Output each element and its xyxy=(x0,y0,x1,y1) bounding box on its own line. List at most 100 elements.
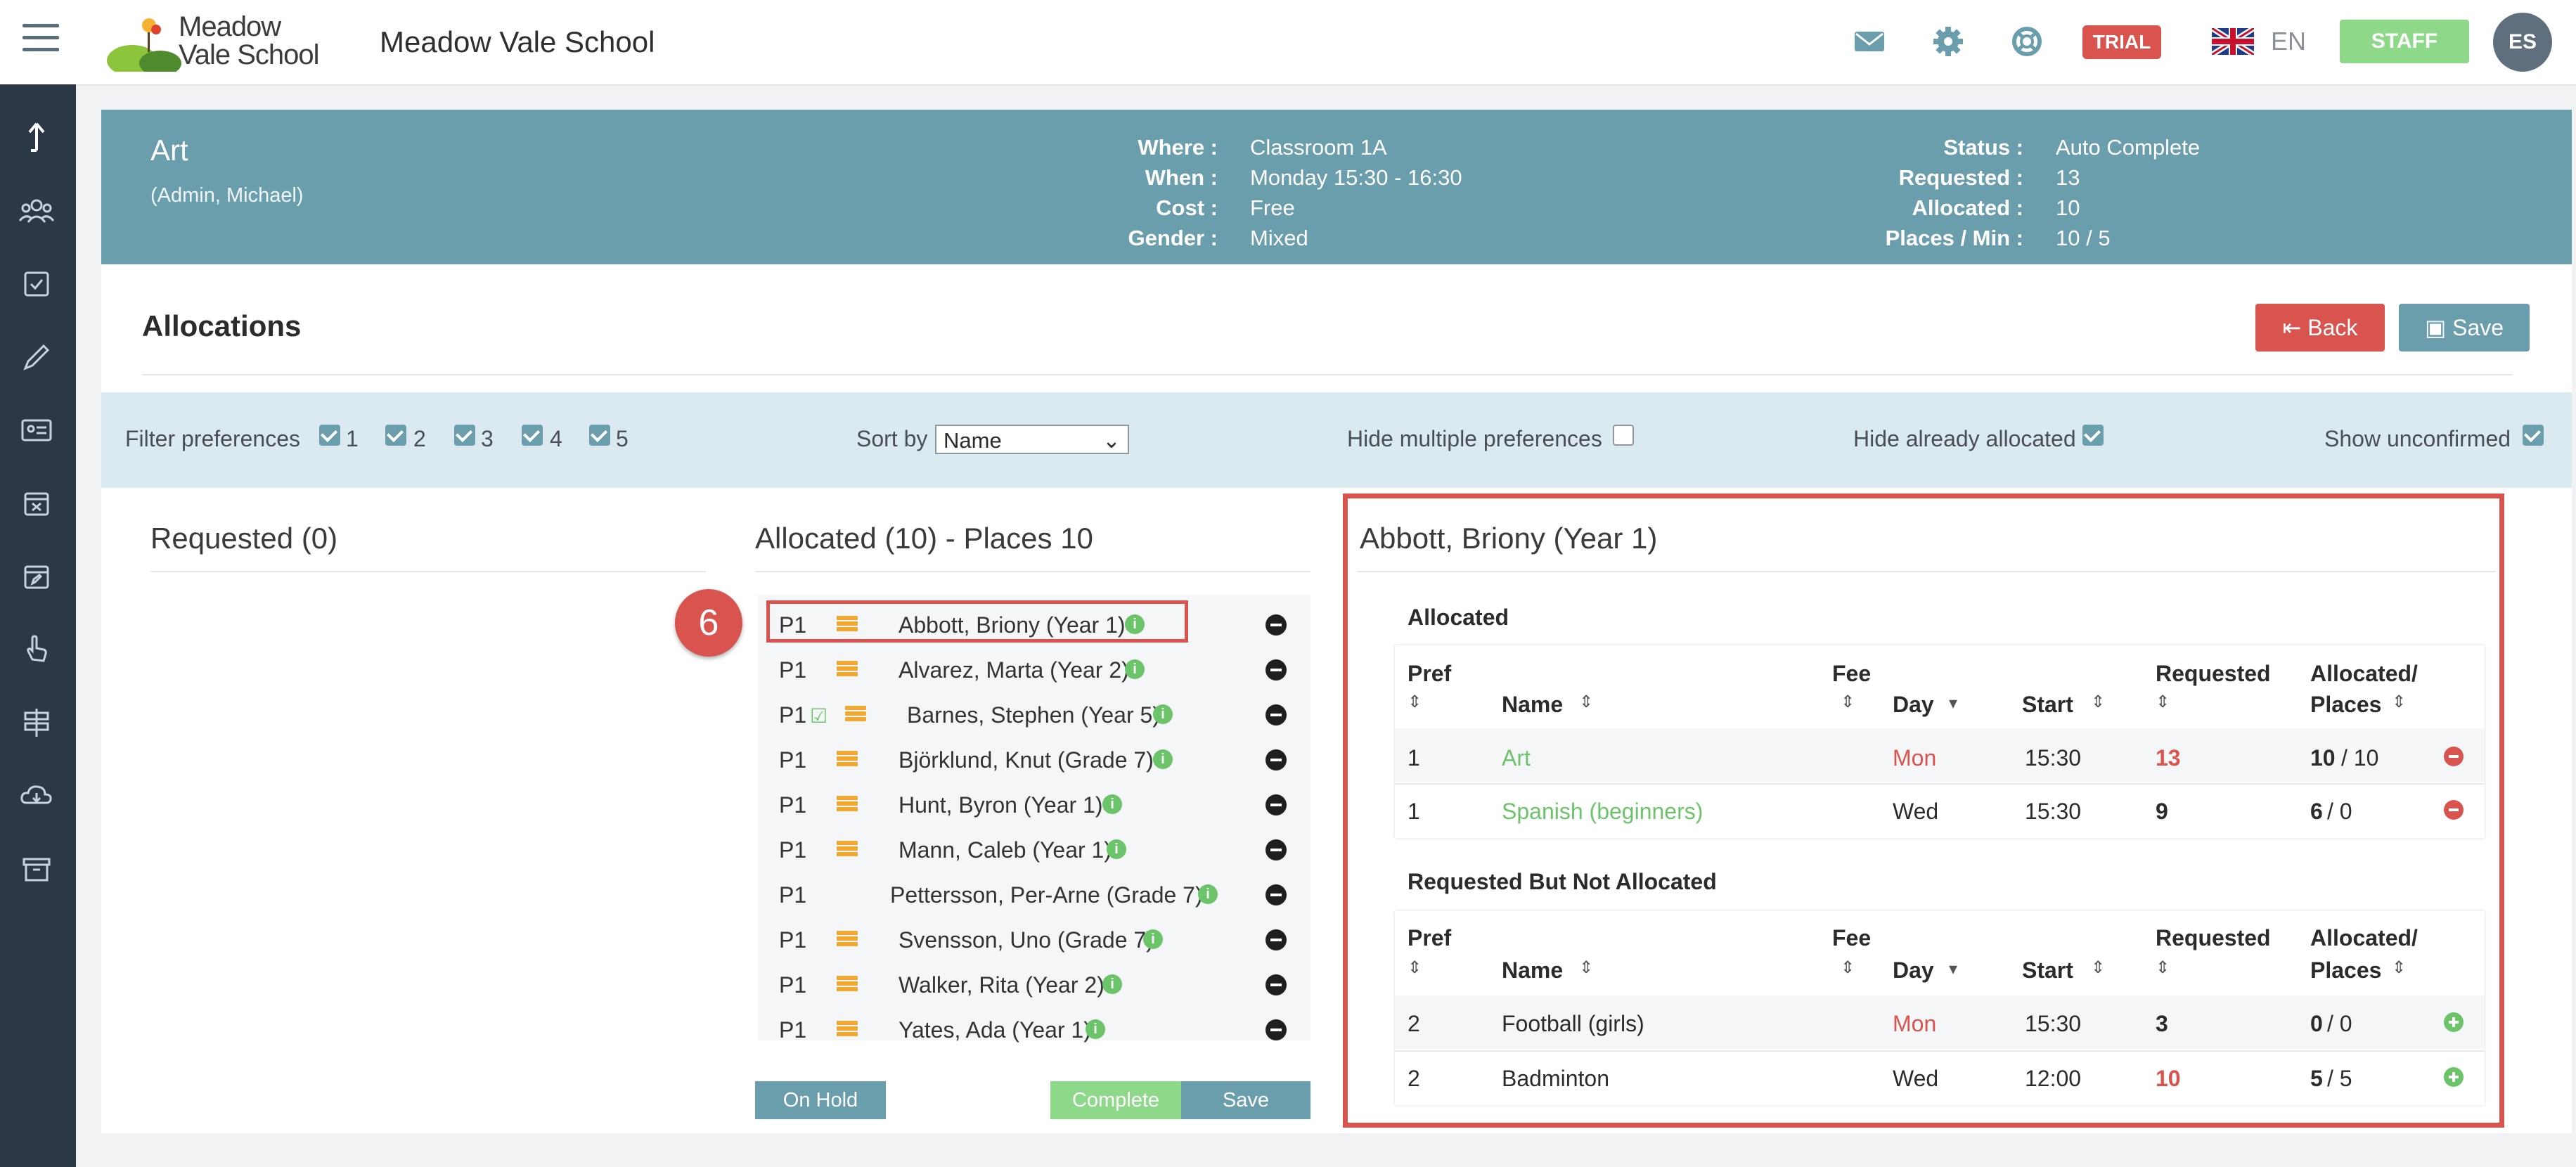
signpost-icon[interactable] xyxy=(15,702,58,744)
sort-icon[interactable]: ⇕ xyxy=(2392,958,2407,977)
on-hold-button[interactable]: On Hold xyxy=(755,1081,886,1119)
remove-allocation-icon[interactable] xyxy=(2444,800,2464,820)
list-item[interactable]: P1 Björklund, Knut (Grade 7) i xyxy=(766,737,1301,782)
sort-icon[interactable]: ⇕ xyxy=(2091,692,2106,711)
info-icon[interactable]: i xyxy=(1198,884,1218,904)
remove-icon[interactable] xyxy=(1266,659,1287,681)
add-allocation-icon[interactable] xyxy=(2444,1012,2464,1032)
staff-button[interactable]: STAFF xyxy=(2340,20,2469,63)
allocated-places-header-line2[interactable]: Places xyxy=(2310,958,2382,983)
remove-icon[interactable] xyxy=(1266,1019,1287,1040)
sort-down-icon[interactable]: ▾ xyxy=(1949,960,1958,979)
info-icon[interactable]: i xyxy=(1153,749,1173,769)
info-icon[interactable]: i xyxy=(1102,974,1122,994)
list-item[interactable]: P1 Walker, Rita (Year 2) i xyxy=(766,962,1301,1007)
remove-icon[interactable] xyxy=(1266,794,1287,815)
hide-allocated-checkbox[interactable] xyxy=(2082,425,2104,446)
day-header[interactable]: Day xyxy=(1893,692,1934,717)
sort-icon[interactable]: ⇕ xyxy=(2156,692,2170,711)
help-lifebuoy-icon[interactable] xyxy=(2011,25,2043,58)
hamburger-menu-icon[interactable] xyxy=(22,24,59,52)
info-icon[interactable]: i xyxy=(1143,929,1163,949)
remove-icon[interactable] xyxy=(1266,929,1287,950)
list-item[interactable]: P1 Pettersson, Per-Arne (Grade 7) i xyxy=(766,872,1301,917)
hand-pointer-icon[interactable] xyxy=(15,628,58,671)
back-button[interactable]: ⇤ Back xyxy=(2255,304,2385,352)
sort-icon[interactable]: ⇕ xyxy=(2392,692,2407,711)
sort-icon[interactable]: ⇕ xyxy=(1841,692,1855,711)
sort-icon[interactable]: ⇕ xyxy=(2091,958,2106,977)
list-item[interactable]: P1 Alvarez, Marta (Year 2) i xyxy=(766,647,1301,692)
hide-multiple-checkbox[interactable] xyxy=(1613,425,1634,446)
upload-icon[interactable] xyxy=(15,117,58,159)
name-header[interactable]: Name xyxy=(1502,692,1564,717)
list-item[interactable]: P1 Abbott, Briony (Year 1) i xyxy=(766,602,1301,647)
sort-icon[interactable]: ⇕ xyxy=(1579,692,1594,711)
name-header[interactable]: Name xyxy=(1502,958,1564,983)
archive-icon[interactable] xyxy=(15,848,58,890)
uk-flag-icon[interactable] xyxy=(2212,28,2254,55)
list-item[interactable]: P1 Mann, Caleb (Year 1) i xyxy=(766,827,1301,872)
remove-icon[interactable] xyxy=(1266,884,1287,905)
pref-2-checkbox[interactable] xyxy=(385,425,406,446)
requested-header[interactable]: Requested xyxy=(2156,925,2271,950)
id-card-icon[interactable] xyxy=(15,409,58,451)
fee-header[interactable]: Fee xyxy=(1832,661,1872,686)
sort-by-select[interactable]: Name ⌄ xyxy=(935,425,1129,454)
remove-icon[interactable] xyxy=(1266,614,1287,636)
language-selector[interactable]: EN xyxy=(2271,27,2307,56)
day-header[interactable]: Day xyxy=(1893,958,1934,983)
info-icon[interactable]: i xyxy=(1153,704,1173,724)
start-header[interactable]: Start xyxy=(2022,692,2073,717)
remove-allocation-icon[interactable] xyxy=(2444,747,2464,766)
info-icon[interactable]: i xyxy=(1125,614,1145,634)
user-avatar[interactable]: ES xyxy=(2493,13,2552,72)
allocated-places-header-line1[interactable]: Allocated/ xyxy=(2310,925,2418,950)
cloud-download-icon[interactable] xyxy=(15,775,58,817)
info-icon[interactable]: i xyxy=(1102,794,1122,814)
trial-badge[interactable]: TRIAL xyxy=(2082,25,2161,59)
calendar-x-icon[interactable] xyxy=(15,482,58,524)
sort-down-icon[interactable]: ▾ xyxy=(1949,694,1958,713)
remove-icon[interactable] xyxy=(1266,749,1287,771)
sort-icon[interactable]: ⇕ xyxy=(1408,958,1422,977)
pencil-icon[interactable] xyxy=(15,336,58,378)
cell-activity-link[interactable]: Art xyxy=(1502,745,1531,771)
cell-activity-link[interactable]: Spanish (beginners) xyxy=(1502,799,1704,824)
requested-header[interactable]: Requested xyxy=(2156,661,2271,686)
pref-5-checkbox[interactable] xyxy=(589,425,610,446)
sort-icon[interactable]: ⇕ xyxy=(1408,692,1422,711)
list-item[interactable]: P1 ☑ Barnes, Stephen (Year 5) i xyxy=(766,692,1301,737)
save-button[interactable]: ▣ Save xyxy=(2399,304,2530,352)
settings-gear-icon[interactable] xyxy=(1932,25,1964,58)
start-header[interactable]: Start xyxy=(2022,958,2073,983)
sort-icon[interactable]: ⇕ xyxy=(1579,958,1594,977)
complete-button[interactable]: Complete xyxy=(1050,1081,1181,1119)
list-item[interactable]: P1 Yates, Ada (Year 1) i xyxy=(766,1007,1301,1052)
pref-4-checkbox[interactable] xyxy=(522,425,543,446)
pref-header[interactable]: Pref xyxy=(1408,661,1452,686)
allocated-places-header-line2[interactable]: Places xyxy=(2310,692,2382,717)
info-icon[interactable]: i xyxy=(1086,1019,1105,1039)
save-allocations-button[interactable]: Save xyxy=(1181,1081,1310,1119)
remove-icon[interactable] xyxy=(1266,839,1287,860)
fee-header[interactable]: Fee xyxy=(1832,925,1872,950)
sort-icon[interactable]: ⇕ xyxy=(2156,958,2170,977)
add-allocation-icon[interactable] xyxy=(2444,1067,2464,1087)
allocated-places-header-line1[interactable]: Allocated/ xyxy=(2310,661,2418,686)
info-icon[interactable]: i xyxy=(1125,659,1145,679)
mail-icon[interactable] xyxy=(1853,25,1886,58)
checklist-icon[interactable] xyxy=(15,263,58,305)
remove-icon[interactable] xyxy=(1266,704,1287,726)
info-icon[interactable]: i xyxy=(1107,839,1126,859)
pref-1-checkbox[interactable] xyxy=(319,425,340,446)
people-icon[interactable] xyxy=(15,190,58,232)
sort-icon[interactable]: ⇕ xyxy=(1841,958,1855,977)
calendar-edit-icon[interactable] xyxy=(15,555,58,598)
pref-header[interactable]: Pref xyxy=(1408,925,1452,950)
remove-icon[interactable] xyxy=(1266,974,1287,995)
list-item[interactable]: P1 Hunt, Byron (Year 1) i xyxy=(766,782,1301,827)
pref-3-checkbox[interactable] xyxy=(454,425,475,446)
show-unconfirmed-checkbox[interactable] xyxy=(2523,425,2544,446)
list-item[interactable]: P1 Svensson, Uno (Grade 7) i xyxy=(766,917,1301,962)
